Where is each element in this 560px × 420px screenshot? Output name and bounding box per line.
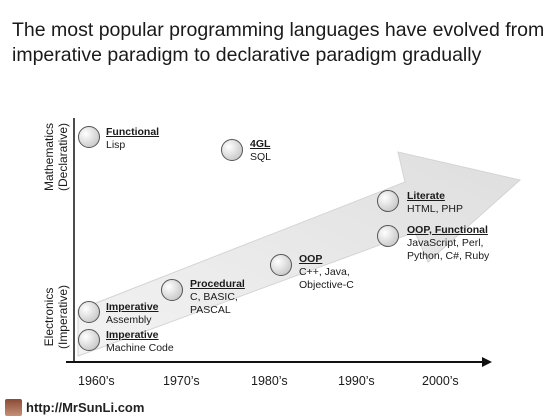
node-label-literate: Literate HTML, PHP [407,190,463,216]
node-circle-oop-functional [377,225,399,247]
node-label-functional: Functional Lisp [106,126,159,152]
x-tick-label: 1960’s [78,374,115,388]
progress-arrow [77,151,522,357]
node-languages: Assembly [106,314,152,326]
node-languages: C++, Java, [299,266,350,278]
node-category: OOP [299,253,323,265]
node-category: OOP, Functional [407,224,488,236]
x-tick-label: 1990’s [338,374,375,388]
time-axis-arrowhead [482,357,492,367]
x-tick-label: 1970’s [163,374,200,388]
node-languages: Objective-C [299,279,354,291]
node-circle-functional [78,126,100,148]
node-label-oop: OOP C++, Java, Objective-C [299,253,354,292]
node-circle-literate [377,190,399,212]
footer-url-link[interactable]: http://MrSunLi.com [26,400,145,415]
node-label-machine-code: Imperative Machine Code [106,329,174,355]
node-category: 4GL [250,138,271,150]
node-label-procedural: Procedural C, BASIC, PASCAL [190,278,245,317]
node-label-4gl: 4GL SQL [250,138,271,164]
node-circle-4gl [221,139,243,161]
author-avatar [5,399,22,416]
node-languages: JavaScript, Perl, [407,237,484,249]
page-title: The most popular programming languages h… [12,19,545,66]
node-category: Procedural [190,278,245,290]
y-axis-label-imperative-line2: (Imperative) [56,285,70,350]
node-label-oop-functional: OOP, Functional JavaScript, Perl, Python… [407,224,489,263]
node-circle-assembly [78,301,100,323]
x-tick-label: 2000’s [422,374,459,388]
x-tick-label: 1980’s [251,374,288,388]
y-axis-label-declarative-line1: Mathematics [42,122,56,192]
node-languages: PASCAL [190,304,231,316]
node-circles [78,126,399,351]
node-label-assembly: Imperative Assembly [106,301,159,327]
node-languages: Python, C#, Ruby [407,250,490,262]
y-axis-label-imperative-line1: Electronics [42,287,56,347]
node-languages: HTML, PHP [407,203,464,215]
node-category: Imperative [106,329,159,341]
node-category: Functional [106,126,160,138]
node-languages: C, BASIC, [190,291,238,303]
node-circle-procedural [161,279,183,301]
node-languages: Lisp [106,139,126,151]
node-languages: Machine Code [106,342,174,354]
node-category: Imperative [106,301,159,313]
node-circle-machine-code [78,329,100,351]
y-axis-label-declarative-line2: (Declarative) [56,123,70,192]
y-axis-label-imperative: Electronics (Imperative) [42,269,70,365]
node-languages: SQL [250,151,272,163]
y-axis-label-declarative: Mathematics (Declarative) [42,109,70,205]
node-circle-oop [270,254,292,276]
node-category: Literate [407,190,445,202]
